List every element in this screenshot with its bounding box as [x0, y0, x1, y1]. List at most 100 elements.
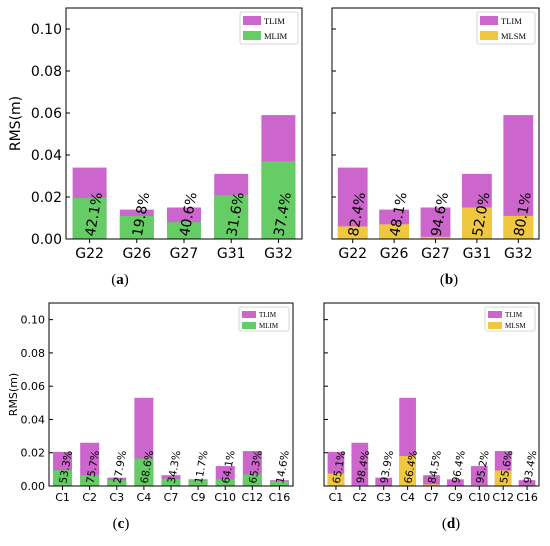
axes-frame — [65, 7, 303, 240]
legend: TLIM MLSM — [476, 11, 536, 45]
x-tick-label-c3: C3 — [376, 491, 391, 504]
panel-label: (c) — [113, 516, 130, 532]
y-axis-label: RMS(m) — [7, 373, 20, 416]
bar-tlim-c7 — [423, 475, 440, 486]
bar-mlsm-c4 — [399, 456, 416, 486]
bar-mlim-g31 — [214, 194, 249, 239]
bar-mlim-c3 — [107, 480, 127, 486]
legend-swatch-tlim — [243, 16, 261, 25]
bar-tlim-c10 — [470, 466, 488, 486]
x-tick-label-c2: C2 — [352, 491, 367, 504]
legend-label-tlim: TLIM — [505, 311, 523, 319]
y-tick-label: 0.02 — [21, 447, 46, 460]
bar-mlsm-g22 — [337, 226, 368, 239]
x-tick-label-g26: G26 — [380, 246, 409, 262]
axes-frame — [48, 302, 294, 487]
percent-label-g31: 52.0% — [470, 191, 493, 238]
bar-mlim-c1 — [53, 470, 73, 486]
y-axis-label: RMS(m) — [8, 96, 24, 151]
x-tick-label-c10: C10 — [468, 491, 490, 504]
y-tick-label: 0.00 — [31, 232, 62, 248]
x-tick-label-c16: C16 — [516, 491, 538, 504]
percent-label-c9: 11.7% — [193, 450, 211, 485]
x-tick-label-c7: C7 — [164, 491, 179, 504]
chart-panel-d: 65.1% C1 98.4% C2 93.9% C3 66.4% C4 84.5% C7 96.4%… — [323, 302, 540, 532]
bar-mlsm-c1 — [327, 473, 345, 486]
percent-label-c16: 93.4% — [522, 450, 540, 485]
x-tick-label-c1: C1 — [329, 491, 344, 504]
legend-label-mlim: MLIM — [259, 322, 279, 330]
chart-panel-c: 53.3% C1 75.7% C2 27.9% C3 68.6% C4 34.3% C7 11.7%… — [7, 302, 294, 532]
bar-tlim-c2 — [351, 442, 369, 486]
bar-mlsm-g26 — [379, 224, 410, 239]
legend: TLIM MLIM — [239, 11, 299, 45]
bar-mlim-c4 — [134, 458, 154, 486]
percent-label-c3: 27.9% — [112, 450, 130, 485]
percent-label-g31: 31.6% — [224, 191, 247, 238]
percent-label-c7: 84.5% — [426, 450, 444, 485]
x-tick-label-g27: G27 — [421, 246, 450, 262]
x-tick-label-g31: G31 — [217, 246, 246, 262]
percent-label-g26: 19.8% — [130, 191, 153, 238]
y-tick-label: 0.00 — [21, 480, 46, 493]
bar-mlim-g26 — [119, 215, 154, 239]
percent-label-c10: 64.1% — [220, 450, 238, 485]
percent-label-c1: 53.3% — [57, 450, 75, 485]
bar-tlim-c2 — [80, 442, 100, 486]
x-tick-label-g31: G31 — [463, 246, 492, 262]
chart-panel-b: 82.4% G22 48.1% G26 94.6% G27 52.0% G31 80.1% G32… — [331, 7, 540, 288]
legend-label-mlsm: MLSM — [501, 31, 526, 41]
legend-label-tlim: TLIM — [259, 311, 277, 319]
panel-label: (d) — [442, 516, 460, 532]
legend: TLIM MLSM — [484, 306, 536, 332]
chart-panel-a: 42.1% G22 19.8% G26 40.6% G27 31.6% G31 37.4% G32… — [8, 7, 303, 288]
x-tick-label-c4: C4 — [400, 491, 415, 504]
y-tick-label: 0.04 — [21, 413, 46, 426]
legend-swatch-mlsm — [488, 322, 502, 329]
percent-label-c12: 55.6% — [498, 450, 516, 485]
legend-swatch-tlim — [242, 311, 256, 318]
x-tick-label-c9: C9 — [191, 491, 206, 504]
percent-label-c10: 95.2% — [474, 450, 492, 485]
bar-mlim-c9 — [188, 480, 208, 486]
x-tick-label-g26: G26 — [122, 246, 151, 262]
percent-label-g22: 82.4% — [346, 191, 369, 238]
y-tick-label: 0.08 — [21, 347, 46, 360]
bar-mlim-c16 — [269, 481, 289, 486]
y-tick-label: 0.08 — [31, 64, 62, 80]
percent-label-c9: 96.4% — [450, 450, 468, 485]
legend-swatch-tlim — [480, 16, 498, 25]
legend: TLIM MLIM — [238, 306, 290, 332]
bar-mlim-c12 — [242, 474, 262, 486]
percent-label-c12: 65.3% — [247, 450, 265, 485]
bar-tlim-c9 — [447, 479, 464, 486]
bar-mlsm-c12 — [494, 470, 512, 486]
bar-mlsm-g27 — [420, 236, 451, 239]
percent-label-g32: 37.4% — [271, 191, 294, 238]
y-tick-label: 0.04 — [31, 148, 62, 164]
percent-label-c4: 68.6% — [139, 450, 157, 485]
bar-tlim-g27 — [420, 207, 451, 239]
percent-label-c3: 93.9% — [379, 450, 397, 485]
y-tick-label: 0.06 — [31, 106, 62, 122]
y-tick-label: 0.02 — [31, 190, 62, 206]
percent-label-c4: 66.4% — [402, 450, 420, 485]
x-tick-label-c4: C4 — [137, 491, 152, 504]
percent-label-g26: 48.1% — [387, 191, 410, 238]
x-tick-label-c12: C12 — [241, 491, 263, 504]
bar-mlim-c7 — [161, 478, 181, 486]
x-tick-label-c12: C12 — [492, 491, 514, 504]
percent-label-g27: 40.6% — [177, 191, 200, 238]
bar-tlim-c3 — [375, 477, 393, 486]
bar-mlim-g32 — [261, 161, 296, 239]
legend-swatch-mlim — [243, 31, 261, 40]
y-tick-label: 0.06 — [21, 380, 46, 393]
panel-label: (b) — [440, 272, 458, 288]
legend-swatch-tlim — [488, 311, 502, 318]
percent-label-c7: 34.3% — [166, 450, 184, 485]
percent-label-g32: 80.1% — [511, 191, 534, 238]
axes-frame — [331, 7, 540, 240]
percent-label-g27: 94.6% — [429, 191, 452, 238]
axes-frame — [323, 302, 540, 487]
percent-label-c2: 98.4% — [355, 450, 373, 485]
